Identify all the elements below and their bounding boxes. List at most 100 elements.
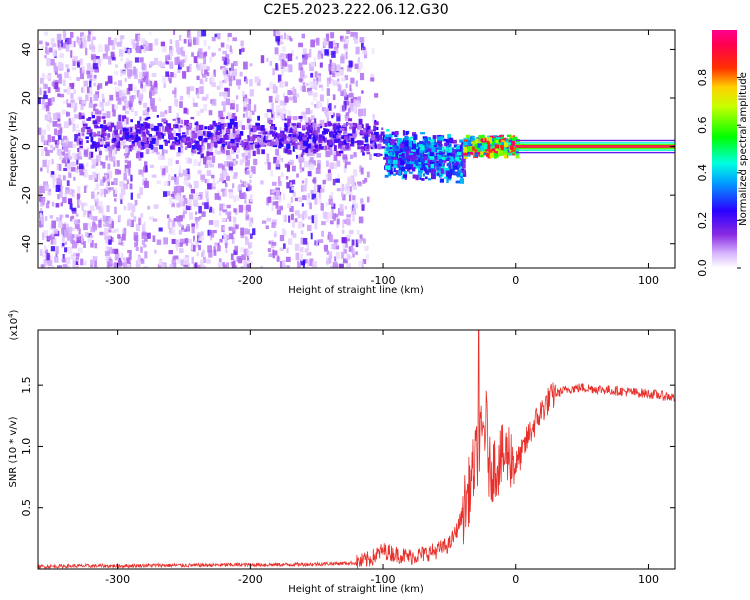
spectrogram-cell [462,158,466,163]
spectrogram-cell [282,131,285,137]
spectrogram-cell [464,145,469,148]
spectrogram-cell [304,53,309,60]
spectrogram-cell [149,90,152,98]
spectrogram-cell [119,181,125,188]
spectrogram-cell [198,145,202,150]
spectrogram-cell [108,222,113,229]
spectrogram-cell [141,239,146,245]
spectrogram-cell [398,138,402,143]
spectrogram-cell [314,221,318,230]
spectrogram-cell [415,156,418,160]
spectrogram-cell [336,126,342,130]
spectrogram-cell [370,141,373,144]
spectrogram-cell [69,188,73,196]
spectrogram-cell [72,58,76,66]
spectrogram-cell [445,169,449,175]
spectrogram-cell [313,180,317,188]
spectrogram-cell [474,140,479,146]
spectrogram-cell [295,56,298,60]
spectrogram-cell [187,142,192,148]
spectrogram-cell [306,126,309,130]
spectrogram-cell [158,132,161,139]
spectrogram-cell [83,123,88,127]
spectrogram-cell [151,146,154,154]
spectrogram-cell [425,143,429,148]
spectrogram-cell [234,245,239,252]
spectrogram-cell [180,138,184,143]
spectrogram-cell [100,134,104,138]
spectrogram-cell [288,134,292,137]
spectrogram-cell [139,152,144,158]
spectrogram-cell [55,142,59,149]
spectrogram-cell [149,123,154,130]
spectrogram-cell [131,267,136,268]
spectrogram-cell [281,134,287,140]
spectrogram-cell [271,102,274,111]
spectrogram-cell [49,149,53,153]
spectrogram-cell [156,239,162,245]
spectrogram-cell [469,151,473,155]
spectrogram-cell [144,181,149,188]
spectrogram-cell [482,142,487,146]
spectrogram-cell [194,122,199,126]
spectrogram-cell [511,140,516,146]
spectrogram-cell [404,171,408,177]
spectrogram-cell [66,37,72,45]
spectrogram-cell [82,120,86,126]
spectrogram-cell [105,235,109,244]
spectrogram-cell [100,188,103,197]
spectrogram-cell [239,71,243,77]
spectrogram-cell [332,179,336,186]
spectrogram-cell [125,58,130,65]
spectrogram-cell [289,206,294,212]
spectrogram-cell [66,180,70,186]
spectrogram-cell [67,246,73,254]
spectrogram-cell [228,133,231,138]
spectrogram-cell [240,227,245,236]
spectrogram-cell [480,138,484,142]
spectrogram-cell [92,194,98,198]
spectrogram-cell [286,143,291,150]
spectrogram-cell [195,224,199,229]
spectrogram-cell [175,117,178,122]
spectrogram-cell [310,146,314,153]
spectrogram-cell [73,176,76,181]
spectrogram-cell [56,217,60,222]
spectrogram-cell [223,135,229,140]
spectrogram-cell [113,144,117,148]
spectrogram-cell [148,133,152,137]
spectrogram-cell [121,135,125,140]
spectrogram-cell [244,98,249,103]
spectrogram-cell [234,160,238,165]
spectrogram-cell [84,231,89,238]
spectrogram-cell [431,147,436,153]
spectrogram-cell [338,208,341,216]
spectrogram-cell [348,138,351,141]
spectrogram-cell [107,216,111,222]
spectrogram-cell [87,129,91,132]
spectrogram-cell [225,98,231,106]
spectrogram-cell [72,123,76,132]
spectrogram-cell [90,226,96,233]
spectrogram-cell [208,110,213,116]
spectrogram-cell [112,137,117,142]
spectrogram-cell [203,57,207,65]
spectrogram-cell [200,174,206,180]
spectrogram-cell [49,215,54,219]
spectrogram-cell [288,64,293,73]
spectrogram-cell [249,79,253,87]
spectrogram-cell [81,115,85,120]
spectrogram-cell [92,216,98,221]
spectrogram-cell [197,129,202,137]
spectrogram-cell [70,93,74,99]
spectrogram-cell [336,188,341,192]
spectrogram-cell [66,99,69,105]
spectrogram-cell [362,259,367,264]
spectrogram-cell [202,73,207,78]
spectrogram-cell [321,140,326,145]
spectrogram-cell [256,148,261,155]
spectrogram-cell [232,68,237,76]
spectrogram-cell [135,136,140,140]
spectrogram-cell [232,183,235,189]
